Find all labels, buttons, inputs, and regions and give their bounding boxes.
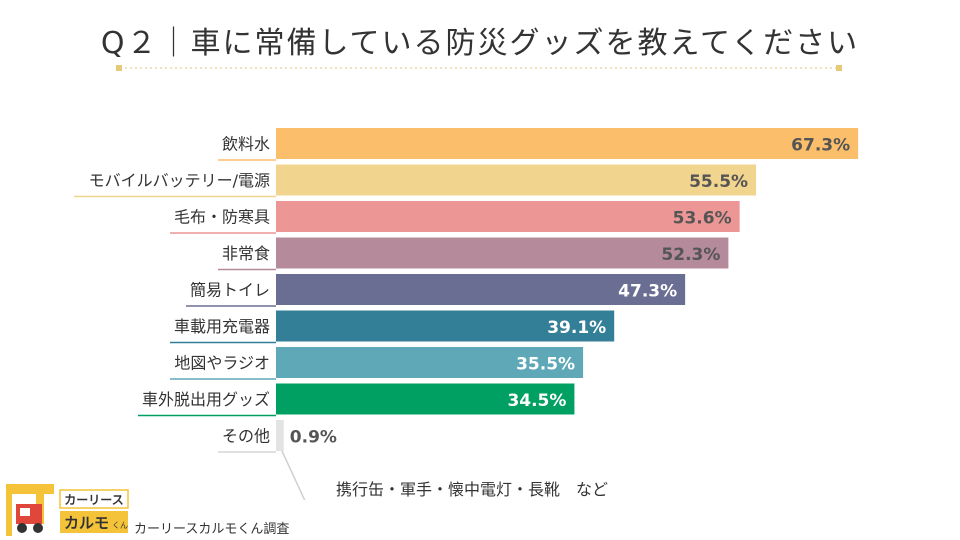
value-label: 67.3% xyxy=(791,136,850,156)
logo-line1: カーリース xyxy=(64,493,123,507)
value-label: 35.5% xyxy=(516,355,575,375)
source-note: カーリースカルモくん調査 xyxy=(134,522,290,537)
bar xyxy=(276,383,575,415)
bar xyxy=(276,128,859,159)
category-label: 非常食 xyxy=(222,244,270,263)
title-divider xyxy=(116,65,842,71)
value-label: 55.5% xyxy=(689,172,748,192)
annotation-connector xyxy=(281,450,306,500)
bar xyxy=(276,347,584,378)
annotation-text: 携行缶・軍手・懐中電灯・長靴 など xyxy=(336,480,608,499)
category-label: 飲料水 xyxy=(222,135,270,154)
category-label: モバイルバッテリー/電源 xyxy=(89,171,270,190)
category-label: 簡易トイレ xyxy=(190,281,270,300)
bar xyxy=(276,274,686,305)
value-label: 53.6% xyxy=(673,209,732,229)
category-label: その他 xyxy=(222,427,270,446)
bar xyxy=(276,237,729,269)
value-label: 47.3% xyxy=(618,282,677,302)
karumo-logo: カーリース カルモ くん xyxy=(6,484,129,536)
category-label: 地図やラジオ xyxy=(174,354,270,373)
bar xyxy=(276,310,615,342)
logo-line2-small: くん xyxy=(112,521,128,530)
category-label: 車載用充電器 xyxy=(174,317,270,336)
bar xyxy=(276,420,284,451)
bar xyxy=(276,164,757,196)
category-label: 車外脱出用グッズ xyxy=(142,390,270,409)
bar-chart: 飲料水 67.3% モバイルバッテリー/電源 55.5% 毛布・防寒具 53.6% 非常食 5… xyxy=(74,128,859,500)
page-title: Q２｜車に常備している防災グッズを教えてください xyxy=(100,26,860,61)
bar xyxy=(276,201,740,232)
value-label: 34.5% xyxy=(507,391,566,411)
value-label: 52.3% xyxy=(661,245,720,265)
category-label: 毛布・防寒具 xyxy=(174,208,270,227)
value-label: 39.1% xyxy=(547,318,606,338)
logo-line2: カルモ xyxy=(64,514,109,532)
value-label: 0.9% xyxy=(290,428,337,448)
